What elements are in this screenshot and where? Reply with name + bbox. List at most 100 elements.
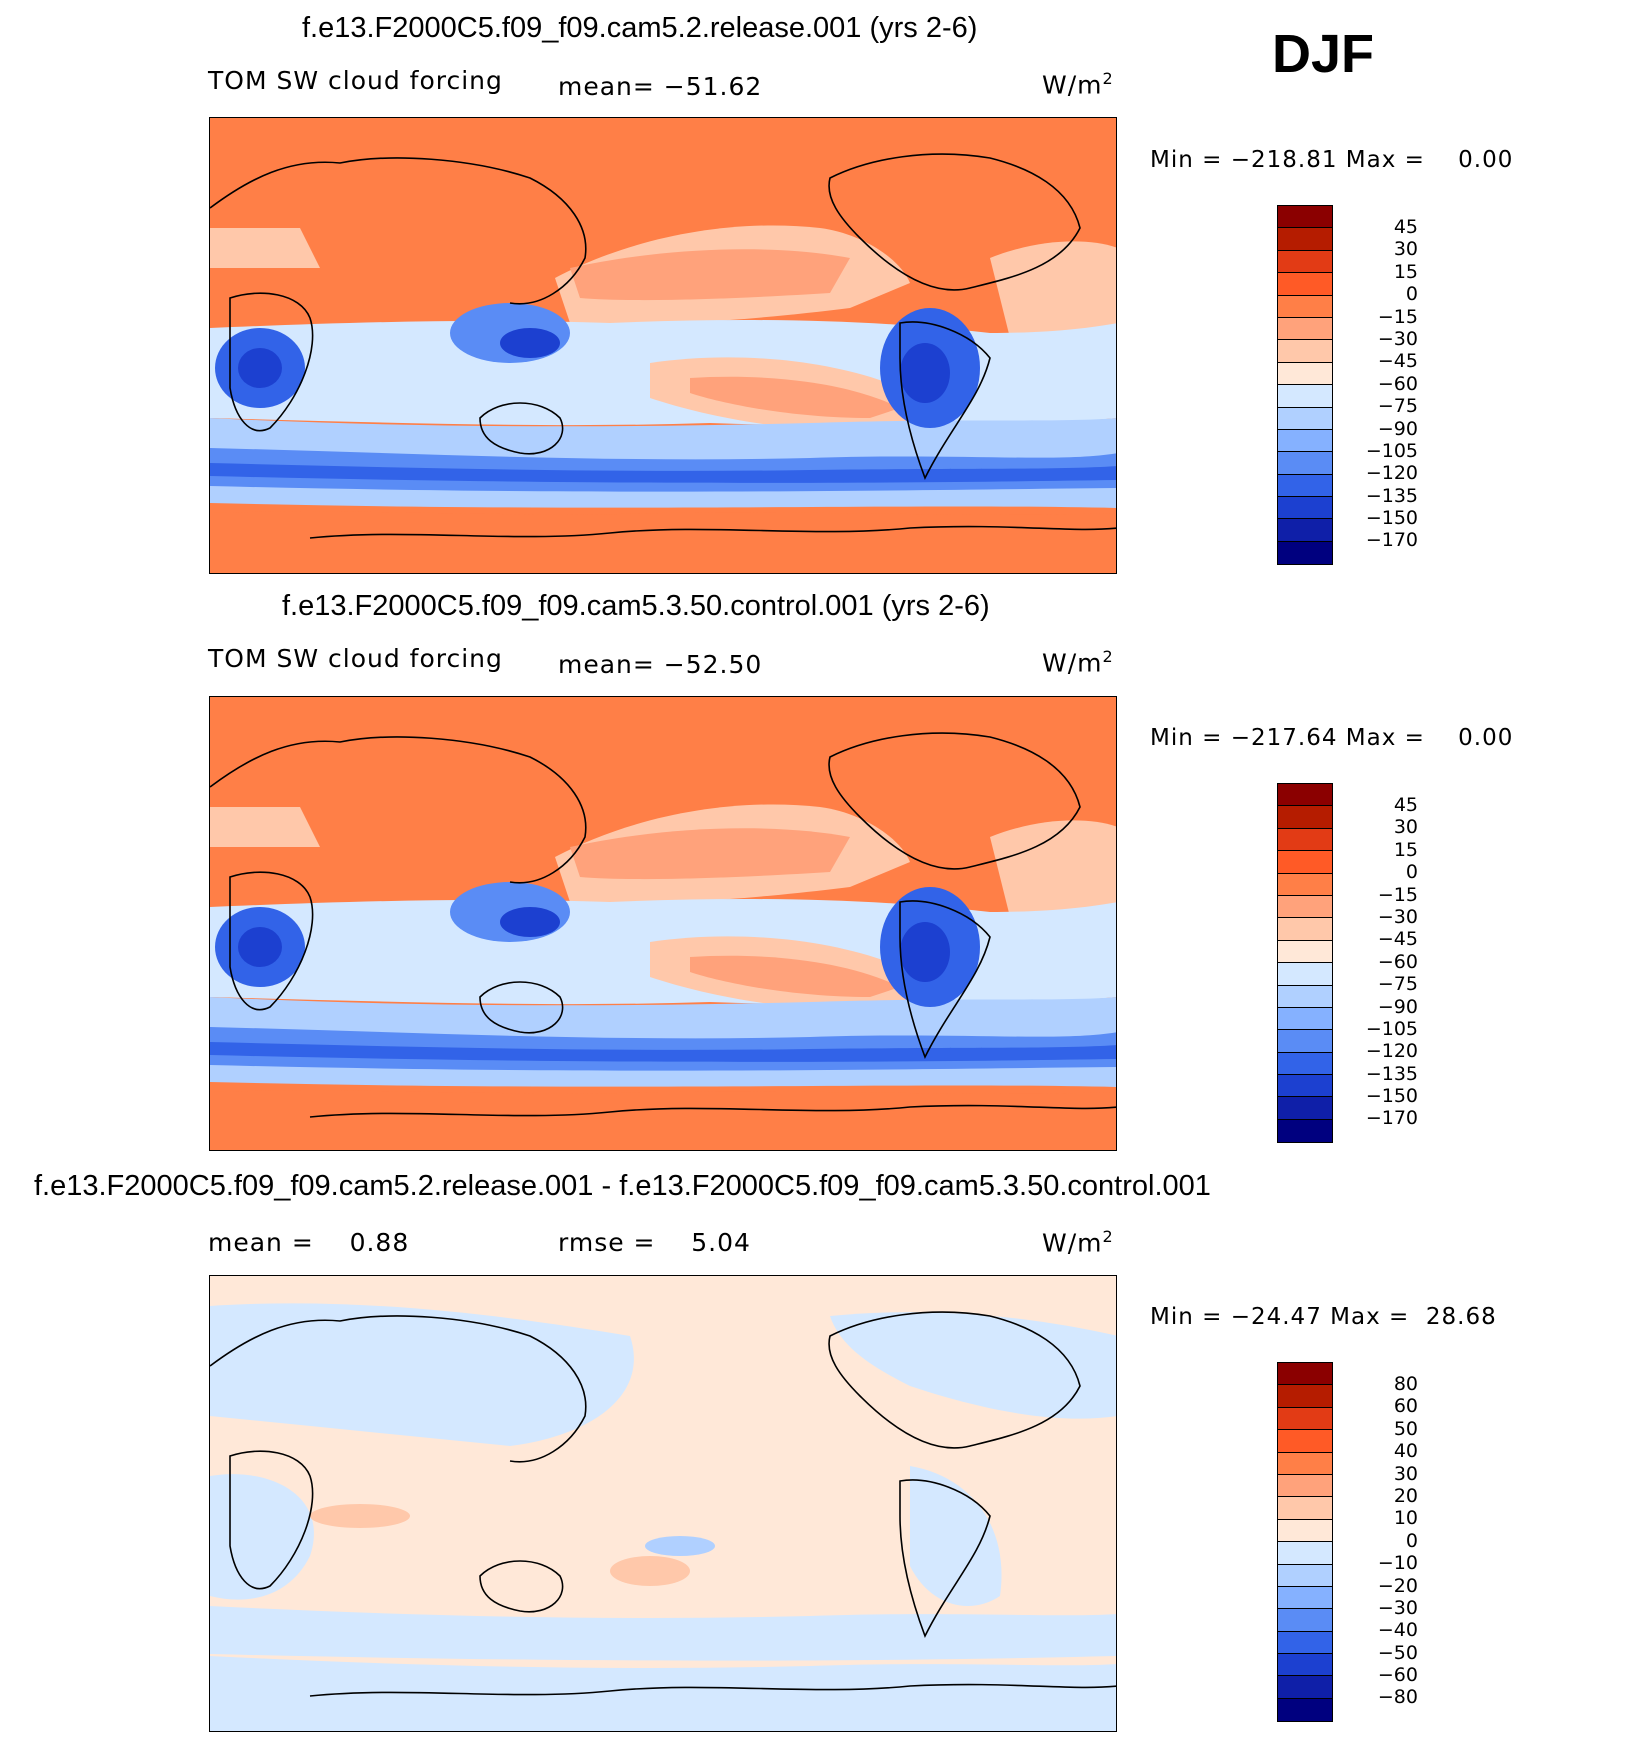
colorbar-label: 60 [1393,1395,1418,1418]
colorbar-label: −90 [1377,995,1418,1018]
colorbar-swatch [1278,1097,1332,1120]
colorbar-swatch [1278,228,1332,251]
colorbar-label: 0 [1405,1529,1418,1552]
colorbar-swatch [1278,295,1332,318]
colorbar-swatch [1278,828,1332,852]
colorbar-label: −105 [1365,1017,1418,1040]
colorbar-label: −60 [1377,372,1418,395]
colorbar-label: 45 [1393,216,1418,238]
colorbar-swatch [1278,895,1332,919]
panel-2-units: W/m2 [1042,647,1114,678]
colorbar-swatch [1278,918,1332,941]
colorbar-label: −170 [1365,529,1418,552]
colorbar-label: −120 [1365,462,1418,485]
colorbar-swatch [1278,1519,1332,1543]
colorbar-label: 20 [1393,1484,1418,1507]
colorbar-label: −20 [1377,1574,1418,1597]
colorbar-swatch [1278,1385,1332,1408]
colorbar-label: −15 [1377,883,1418,906]
colorbar-swatch [1278,1542,1332,1565]
colorbar-swatch [1278,1007,1332,1031]
colorbar-label: −45 [1377,928,1418,951]
colorbar-label: 0 [1405,861,1418,884]
colorbar-label: 45 [1393,794,1418,816]
colorbar-label: −45 [1377,350,1418,373]
panel-2-colorbar-labels: 45 30 15 0 −15 −30 −45 −60 −75 −90 −105 −120 −135 −15… [1338,794,1418,1130]
panel-1-colorbar-labels: 45 30 15 0 −15 −30 −45 −60 −75 −90 −105 −120 −135 −15… [1338,216,1418,552]
panel-1-mean: mean= −51.62 [558,72,763,101]
colorbar-swatch [1278,429,1332,453]
colorbar-label: 50 [1393,1417,1418,1440]
colorbar-swatch [1278,385,1332,408]
panel-2-colorbar [1277,783,1333,1144]
colorbar-swatch [1278,250,1332,274]
panel-3-colorbar [1277,1362,1333,1723]
colorbar-label: 15 [1393,838,1418,861]
panel-3-minmax: Min = −24.47 Max = 28.68 [1150,1304,1497,1330]
colorbar-label: −120 [1365,1040,1418,1063]
panel-3-map-field [210,1276,1116,1731]
colorbar-label: −30 [1377,327,1418,350]
colorbar-swatch [1278,1609,1332,1632]
colorbar-swatch [1278,784,1332,807]
panel-2-map [209,696,1117,1151]
colorbar-swatch [1278,541,1332,565]
panel-3-colorbar-labels: 80 60 50 40 30 20 10 0 −10 −20 −30 −40 −50 −60 −80 [1338,1373,1418,1709]
colorbar-swatch [1278,1452,1332,1475]
panel-2-minmax: Min = −217.64 Max = 0.00 [1150,725,1514,751]
colorbar-label: −60 [1377,1664,1418,1687]
colorbar-swatch [1278,407,1332,430]
colorbar-swatch [1278,452,1332,475]
colorbar-swatch [1278,1564,1332,1587]
colorbar-swatch [1278,519,1332,542]
colorbar-label: 80 [1393,1373,1418,1395]
colorbar-label: 40 [1393,1440,1418,1463]
colorbar-swatch [1278,1075,1332,1098]
colorbar-swatch [1278,206,1332,229]
panel-1-title: f.e13.F2000C5.f09_f09.cam5.2.release.001… [302,12,978,44]
panel-1-variable: TOM SW cloud forcing [208,66,503,95]
colorbar-swatch [1278,273,1332,296]
colorbar-swatch [1278,1474,1332,1498]
colorbar-swatch [1278,806,1332,829]
panel-1-map-field [210,118,1116,573]
colorbar-label: 0 [1405,283,1418,306]
panel-3-rmse: rmse = 5.04 [558,1228,751,1257]
colorbar-label: −15 [1377,305,1418,328]
colorbar-label: −75 [1377,395,1418,418]
colorbar-label: −10 [1377,1552,1418,1575]
colorbar-swatch [1278,317,1332,341]
colorbar-swatch [1278,1586,1332,1610]
colorbar-swatch [1278,851,1332,874]
colorbar-swatch [1278,940,1332,964]
colorbar-swatch [1278,1654,1332,1677]
colorbar-label: −150 [1365,1085,1418,1108]
colorbar-swatch [1278,1676,1332,1699]
colorbar-swatch [1278,1119,1332,1143]
colorbar-label: −50 [1377,1641,1418,1664]
colorbar-label: −30 [1377,1596,1418,1619]
colorbar-label: −135 [1365,1062,1418,1085]
colorbar-swatch [1278,985,1332,1008]
colorbar-label: −75 [1377,973,1418,996]
panel-2-map-field [210,697,1116,1150]
panel-3-mean: mean = 0.88 [208,1228,410,1257]
panel-3-map [209,1275,1117,1732]
colorbar-swatch [1278,1030,1332,1053]
panel-1-minmax: Min = −218.81 Max = 0.00 [1150,147,1514,173]
colorbar-label: 30 [1393,816,1418,839]
colorbar-swatch [1278,1052,1332,1076]
panel-2-title: f.e13.F2000C5.f09_f09.cam5.3.50.control.… [282,590,990,622]
panel-3-units: W/m2 [1042,1227,1114,1258]
panel-1-colorbar [1277,205,1333,566]
colorbar-label: −135 [1365,484,1418,507]
colorbar-swatch [1278,963,1332,986]
colorbar-label: −40 [1377,1619,1418,1642]
colorbar-swatch [1278,1698,1332,1722]
colorbar-label: 30 [1393,1462,1418,1485]
panel-1-map [209,117,1117,574]
colorbar-label: −30 [1377,905,1418,928]
colorbar-swatch [1278,1497,1332,1520]
colorbar-swatch [1278,362,1332,386]
colorbar-swatch [1278,873,1332,896]
